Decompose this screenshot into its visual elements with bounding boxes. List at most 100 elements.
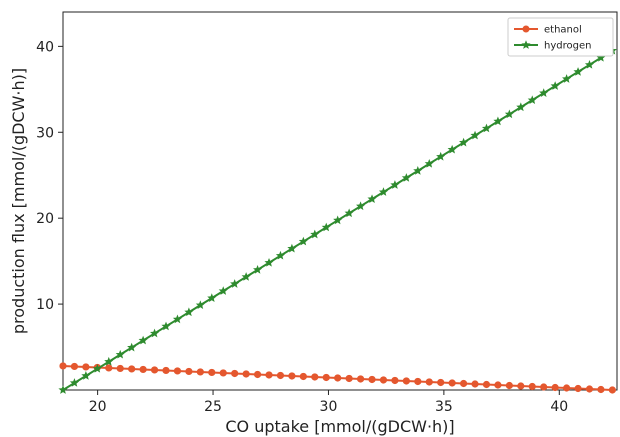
data-point-ethanol [471,380,479,388]
y-tick-label: 40 [36,39,54,55]
legend-marker-ethanol [522,25,530,33]
series-layer [58,45,617,394]
data-point-ethanol [59,362,67,370]
data-point-ethanol [219,369,227,377]
data-point-hydrogen [218,286,228,295]
data-point-hydrogen [310,229,320,239]
data-point-ethanol [414,377,422,386]
data-point-ethanol [208,368,216,377]
legend-box [507,17,614,57]
data-point-ethanol [608,386,616,394]
data-point-ethanol [494,381,502,389]
data-point-hydrogen [573,67,583,76]
x-tick-label: 40 [550,399,568,415]
legend-label-ethanol: ethanol [544,25,582,36]
data-point-ethanol [185,367,193,376]
data-point-ethanol [265,371,273,379]
data-point-ethanol [345,374,353,383]
data-point-ethanol [105,364,113,372]
x-tick-label: 25 [204,399,222,415]
data-point-ethanol [150,366,159,374]
data-point-ethanol [517,382,525,390]
data-point-hydrogen [333,215,343,225]
data-point-ethanol [482,380,491,389]
x-axis: 20 25 30 35 40 [89,390,568,415]
data-point-ethanol [368,375,376,384]
data-point-hydrogen [230,279,240,288]
data-point-ethanol [356,375,365,383]
data-point-hydrogen [447,144,457,154]
data-point-hydrogen [321,222,331,232]
data-point-hydrogen [275,250,286,260]
data-point-hydrogen [298,236,308,246]
data-point-hydrogen [58,385,68,394]
data-point-hydrogen [115,349,125,359]
data-point-hydrogen [516,102,526,112]
data-point-hydrogen [493,116,503,126]
data-point-ethanol [173,367,182,375]
data-point-hydrogen [367,194,377,203]
data-point-hydrogen [207,293,217,302]
data-point-hydrogen [150,328,160,338]
data-point-ethanol [540,383,548,391]
plot-area [62,11,618,391]
data-point-ethanol [322,373,330,382]
data-point-ethanol [585,385,594,393]
legend-item-ethanol: ethanol [514,25,582,36]
legend-label-hydrogen: hydrogen [544,41,591,52]
data-point-hydrogen [481,123,492,133]
data-point-ethanol [551,383,559,392]
data-point-hydrogen [401,173,411,182]
data-point-hydrogen [69,378,80,387]
data-point-ethanol [379,376,388,384]
data-point-hydrogen [138,335,148,345]
data-point-ethanol [128,365,136,373]
data-point-ethanol [276,371,285,380]
data-point-ethanol [391,376,399,385]
data-point-hydrogen [562,74,572,83]
data-point-hydrogen [424,158,434,168]
data-point-hydrogen [504,109,514,119]
data-point-hydrogen [195,300,205,310]
data-point-hydrogen [287,243,297,253]
data-point-ethanol [574,384,582,393]
data-point-ethanol [563,384,571,392]
series-hydrogen [58,45,617,394]
data-point-hydrogen [161,321,171,331]
x-tick-label: 35 [435,399,453,415]
legend-item-hydrogen: hydrogen [514,40,591,52]
x-tick-label: 30 [320,399,338,415]
data-point-ethanol [196,368,204,376]
data-point-ethanol [334,374,342,382]
legend-marker-hydrogen [521,40,531,49]
data-point-hydrogen [356,201,366,211]
data-point-ethanol [402,377,410,385]
data-point-ethanol [139,365,147,374]
data-point-hydrogen [436,151,446,161]
data-point-hydrogen [104,356,114,366]
data-point-hydrogen [413,166,423,175]
data-point-hydrogen [470,130,480,140]
data-point-ethanol [597,385,605,394]
y-tick-label: 20 [36,211,54,227]
series-ethanol [59,362,616,394]
y-tick-label: 30 [36,125,54,141]
data-point-ethanol [505,381,513,390]
data-point-ethanol [82,363,90,371]
data-point-hydrogen [539,88,549,97]
data-point-hydrogen [172,314,183,324]
y-axis-label: production flux [mmol/(gDCW·h)] [9,68,28,334]
data-point-ethanol [459,379,468,388]
data-point-ethanol [311,373,319,381]
data-point-hydrogen [253,265,263,274]
data-point-ethanol [425,378,433,386]
y-axis: 10 20 30 40 [36,39,63,313]
data-point-hydrogen [241,272,251,281]
data-point-ethanol [448,379,456,387]
data-point-hydrogen [527,95,537,105]
data-point-hydrogen [264,257,274,267]
data-point-ethanol [70,362,79,371]
x-axis-label: CO uptake [mmol/(gDCW·h)] [225,417,454,436]
